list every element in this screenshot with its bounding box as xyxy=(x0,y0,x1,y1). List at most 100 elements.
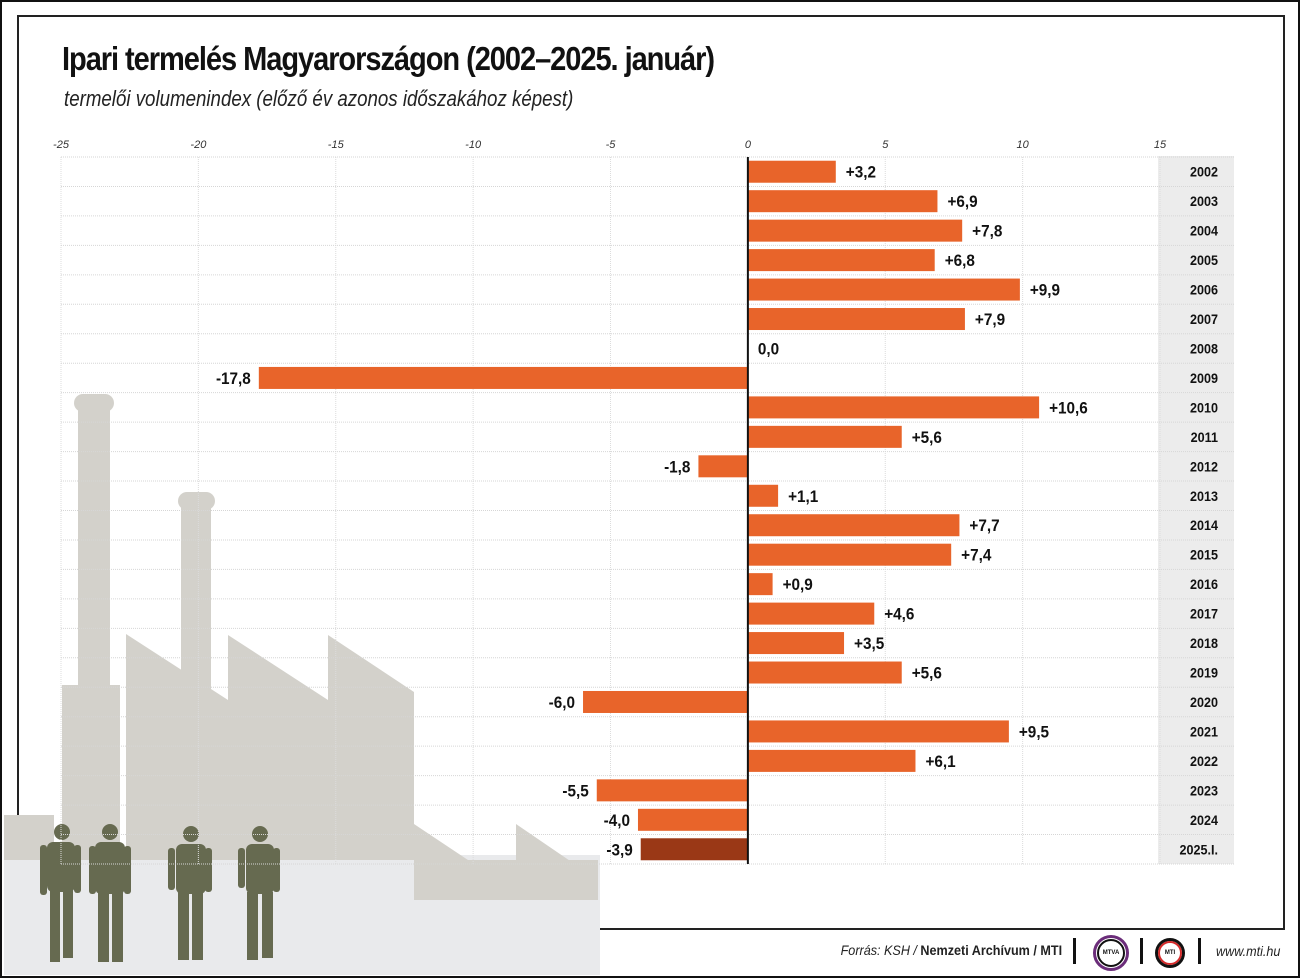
value-label: -5,5 xyxy=(562,782,588,801)
value-label: +4,6 xyxy=(884,605,914,624)
bar xyxy=(747,602,875,625)
year-label: 2002 xyxy=(1190,164,1218,180)
source-agency: Nemzeti Archívum / MTI xyxy=(920,942,1062,958)
source-prefix: Forrás: KSH / xyxy=(840,942,917,958)
separator xyxy=(1073,938,1076,964)
page-title: Ipari termelés Magyarországon (2002–2025… xyxy=(62,40,715,77)
year-label: 2013 xyxy=(1190,488,1218,504)
year-labels: 2002 2003 2004 2005 2006 2007 2008 2009 2010 2011… xyxy=(1180,164,1219,857)
value-label: +5,6 xyxy=(912,664,942,683)
page-subtitle: termelői volumenindex (előző év azonos i… xyxy=(64,86,574,111)
year-label: 2022 xyxy=(1190,753,1218,769)
mtva-logo-icon: MTVA xyxy=(1093,935,1129,971)
value-label: +6,8 xyxy=(945,251,975,270)
value-label: -6,0 xyxy=(549,693,575,712)
bar xyxy=(747,160,836,183)
value-label: +6,9 xyxy=(947,192,977,211)
gridlines xyxy=(60,156,1234,865)
value-label: +7,8 xyxy=(972,222,1002,241)
year-label: 2008 xyxy=(1190,341,1218,357)
value-label: +6,1 xyxy=(925,752,955,771)
factory-silhouette-icon xyxy=(4,394,600,975)
mti-logo-text: MTI xyxy=(1158,941,1182,965)
bar xyxy=(747,543,952,566)
year-label: 2015 xyxy=(1190,547,1219,563)
separator xyxy=(1198,938,1201,964)
value-label: +7,9 xyxy=(975,310,1005,329)
year-label: 2020 xyxy=(1190,694,1218,710)
year-label: 2009 xyxy=(1190,370,1218,386)
year-label: 2019 xyxy=(1190,665,1218,681)
bar xyxy=(747,632,845,655)
bar xyxy=(747,514,960,537)
x-tick-label: -5 xyxy=(606,139,617,151)
value-labels: +3,2 +6,9 +7,8 +6,8 +9,9 +7,9 0,0 -17,8 +10,6 +5,… xyxy=(216,163,1088,859)
value-label: +1,1 xyxy=(788,487,818,506)
value-label: -4,0 xyxy=(604,811,630,830)
bar xyxy=(747,573,773,596)
value-label: 0,0 xyxy=(758,340,779,359)
x-tick-label: -10 xyxy=(465,139,482,151)
bar xyxy=(583,690,748,713)
year-label: 2024 xyxy=(1190,812,1219,828)
value-label: -17,8 xyxy=(216,369,251,388)
value-label: -1,8 xyxy=(664,458,690,477)
year-label: 2004 xyxy=(1190,223,1219,239)
bar xyxy=(747,661,902,684)
year-label: 2018 xyxy=(1190,635,1218,651)
value-label: +0,9 xyxy=(783,575,813,594)
value-label: +10,6 xyxy=(1049,399,1088,418)
footer: Forrás: KSH / Nemzeti Archívum / MTI MTV… xyxy=(0,930,1300,978)
year-label: 2007 xyxy=(1190,311,1218,327)
year-label: 2014 xyxy=(1190,518,1219,534)
x-tick-label: 0 xyxy=(745,139,752,151)
bar xyxy=(747,308,965,331)
value-label: -3,9 xyxy=(606,841,632,860)
year-label: 2023 xyxy=(1190,783,1218,799)
value-label: +3,5 xyxy=(854,634,884,653)
value-label: +3,2 xyxy=(846,163,876,182)
bar xyxy=(596,779,748,802)
separator xyxy=(1140,938,1143,964)
bar xyxy=(637,808,748,831)
year-label: 2003 xyxy=(1190,194,1218,210)
bar xyxy=(258,366,748,389)
bar xyxy=(747,249,935,272)
year-label: 2010 xyxy=(1190,400,1218,416)
bar xyxy=(640,838,748,861)
value-label: +9,5 xyxy=(1019,723,1049,742)
year-label: 2016 xyxy=(1190,577,1218,593)
value-label: +7,4 xyxy=(961,546,991,565)
bar xyxy=(747,396,1040,419)
year-label: 2017 xyxy=(1190,606,1218,622)
bar xyxy=(747,749,916,772)
year-label: 2005 xyxy=(1190,252,1219,268)
website-link[interactable]: www.mti.hu xyxy=(1216,943,1281,959)
mti-logo-icon: MTI xyxy=(1155,938,1185,968)
x-tick-label: -25 xyxy=(53,139,70,151)
bar xyxy=(747,720,1009,743)
year-label: 2006 xyxy=(1190,282,1218,298)
bar xyxy=(747,278,1020,301)
x-axis-ticks: -25 -20 -15 -10 -5 0 5 10 15 xyxy=(53,139,1167,151)
source-credit: Forrás: KSH / Nemzeti Archívum / MTI xyxy=(841,942,1062,958)
mtva-logo-text: MTVA xyxy=(1097,939,1125,967)
year-label: 2025.I. xyxy=(1180,842,1218,858)
x-tick-label: -15 xyxy=(328,139,345,151)
value-label: +5,6 xyxy=(912,428,942,447)
bar xyxy=(747,425,902,448)
year-label: 2012 xyxy=(1190,459,1218,475)
bar xyxy=(747,219,963,242)
bars xyxy=(258,160,1040,861)
bar xyxy=(747,484,779,507)
x-tick-label: 15 xyxy=(1154,139,1167,151)
year-label: 2011 xyxy=(1191,429,1219,445)
bar xyxy=(698,455,748,478)
x-tick-label: 10 xyxy=(1017,139,1030,151)
value-label: +9,9 xyxy=(1030,281,1060,300)
x-tick-label: -20 xyxy=(190,139,207,151)
year-label: 2021 xyxy=(1190,724,1219,740)
x-tick-label: 5 xyxy=(882,139,889,151)
